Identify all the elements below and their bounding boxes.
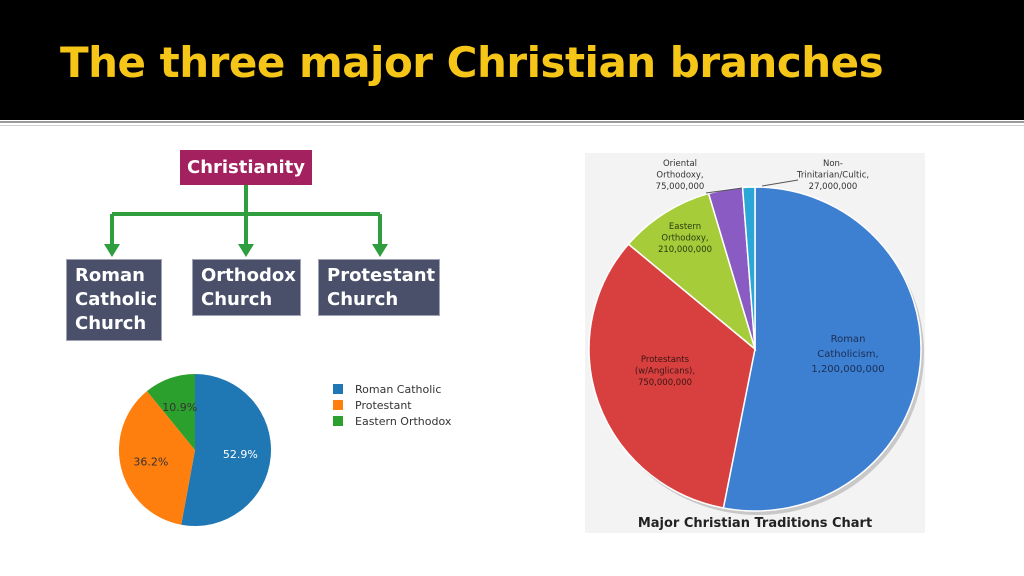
node-line: Church xyxy=(75,313,147,334)
pie-slice-protestant xyxy=(119,391,195,525)
slice-label-non-trinitarian: Non- xyxy=(823,159,843,169)
pie-slice-roman-catholicism xyxy=(722,186,922,512)
pie-slice-protestants xyxy=(588,243,756,509)
slice-label-roman-catholicism: Roman xyxy=(831,334,866,345)
slice-label-protestants: 750,000,000 xyxy=(638,378,692,388)
arrowhead-roman xyxy=(104,244,120,257)
slice-label-oriental-orthodoxy: Orthodoxy, xyxy=(656,171,703,181)
slice-label-eastern-orthodoxy: Eastern xyxy=(669,222,701,232)
arrowhead-orthodox xyxy=(238,244,254,257)
slice-label-roman-catholicism: Catholicism, xyxy=(817,349,878,360)
slice-label-non-trinitarian: Trinitarian/Cultic, xyxy=(796,171,869,181)
node-christianity: Christianity xyxy=(180,150,312,185)
legend-swatch xyxy=(333,416,343,426)
slice-label-protestants: (w/Anglicans), xyxy=(635,367,695,377)
slice-label-protestants: Protestants xyxy=(641,355,690,365)
arrowhead-protestant xyxy=(372,244,388,257)
node-line: Orthodox xyxy=(201,265,296,286)
legend-item-eastern-orthodox: Eastern Orthodox xyxy=(333,413,451,429)
legend-item-protestant: Protestant xyxy=(333,397,451,413)
pie-data-label: 10.9% xyxy=(162,401,197,414)
legend-item-roman-catholic: Roman Catholic xyxy=(333,381,451,397)
slice-label-eastern-orthodoxy: Orthodoxy, xyxy=(661,234,708,244)
pie-slice-roman-catholic xyxy=(181,374,272,526)
leader-line xyxy=(761,179,799,187)
node-roman-catholic-church: Roman Catholic Church xyxy=(66,259,162,341)
legend-label: Eastern Orthodox xyxy=(355,414,452,428)
node-line: Catholic xyxy=(75,289,158,310)
pie-data-label: 52.9% xyxy=(223,448,258,461)
node-line: Church xyxy=(327,289,399,310)
slice-label-oriental-orthodoxy: Oriental xyxy=(663,159,697,169)
pie-slice-eastern-orthodoxy xyxy=(627,192,757,352)
slide-title: The three major Christian branches xyxy=(60,38,884,87)
leader-line xyxy=(705,187,743,194)
pie-data-label: 36.2% xyxy=(133,455,168,468)
divider-line xyxy=(0,121,1024,123)
node-protestant-church: Protestant Church xyxy=(318,259,440,316)
traditions-chart-title: Major Christian Traditions Chart xyxy=(637,516,873,531)
node-line: Church xyxy=(201,289,273,310)
slice-label-non-trinitarian: 27,000,000 xyxy=(809,182,858,192)
slice-label-eastern-orthodoxy: 210,000,000 xyxy=(658,245,712,255)
title-bar: The three major Christian branches xyxy=(0,0,1024,120)
legend-label: Roman Catholic xyxy=(355,382,442,396)
legend-label: Protestant xyxy=(355,398,412,412)
node-line: Protestant xyxy=(327,265,436,286)
node-orthodox-church: Orthodox Church xyxy=(192,259,301,316)
legend-swatch xyxy=(333,384,343,394)
pie-slice-eastern-orthodox xyxy=(146,374,195,450)
pie-slice-non-trinitarian xyxy=(741,186,756,350)
legend-swatch xyxy=(333,400,343,410)
divider-line-thin xyxy=(0,125,1024,126)
node-line: Roman xyxy=(75,265,145,286)
small-pie-legend: Roman Catholic Protestant Eastern Orthod… xyxy=(333,381,451,429)
slice-label-oriental-orthodoxy: 75,000,000 xyxy=(656,182,705,192)
slice-label-roman-catholicism: 1,200,000,000 xyxy=(811,364,884,375)
